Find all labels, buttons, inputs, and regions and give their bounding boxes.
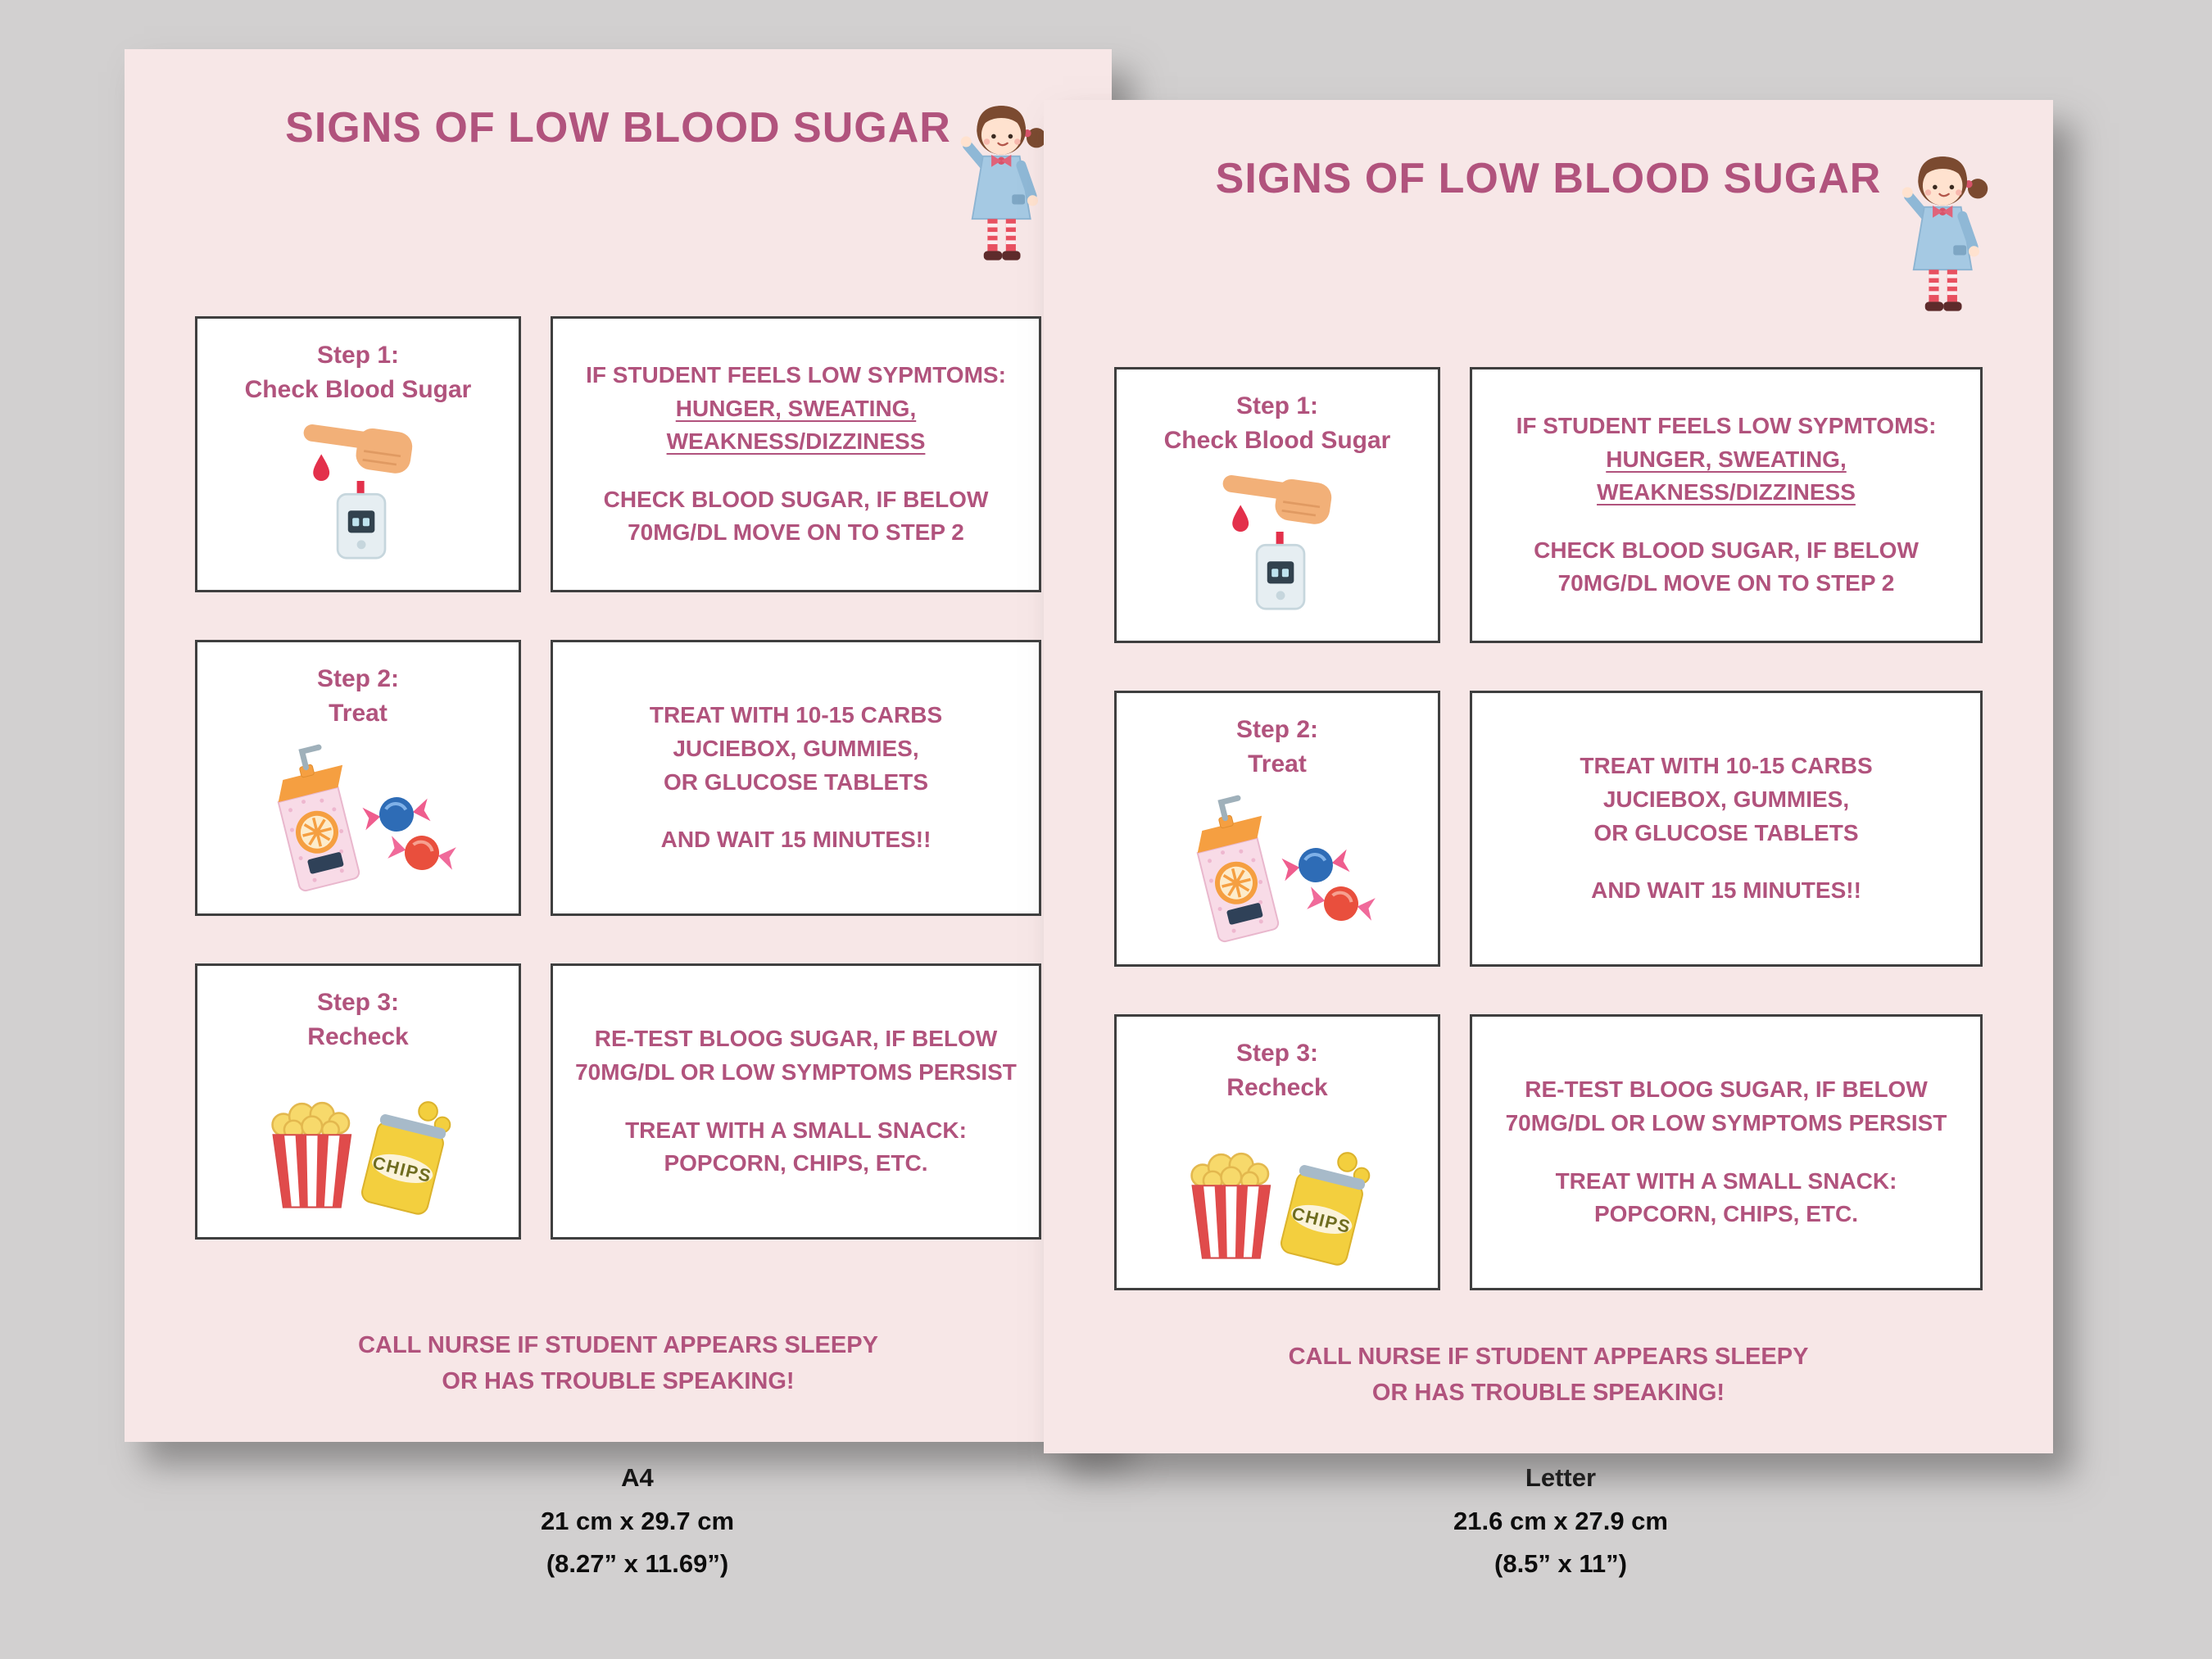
poster-title: SIGNS OF LOW BLOOD SUGAR	[1215, 155, 1882, 202]
girl-icon	[960, 106, 1047, 261]
step-2-panel: Step 2: Treat	[195, 640, 521, 916]
step-3-label: Step 3: Recheck	[1226, 1040, 1328, 1101]
step-1-lead-text: IF STUDENT FEELS LOW SYPMTOMS:	[586, 362, 1006, 388]
step-1-instructions-box: IF STUDENT FEELS LOW SYPMTOMS: HUNGER, SW…	[551, 316, 1041, 592]
popcorn-chips-icon: CHIPS	[197, 1054, 519, 1237]
step-1-label: Step 1: Check Blood Sugar	[244, 342, 472, 403]
step-1-instructions-box: IF STUDENT FEELS LOW SYPMTOMS: HUNGER, SW…	[1470, 367, 1983, 643]
juicebox-candy-icon	[197, 731, 519, 913]
girl-icon	[1902, 156, 1988, 311]
step-2-row: Step 2: Treat	[1114, 691, 1983, 967]
step-3-panel: Step 3: Recheck	[195, 963, 521, 1240]
call-nurse-footer: CALL NURSE IF STUDENT APPEARS SLEEPY OR …	[1288, 1344, 1809, 1406]
step-1-row: Step 1: Check Blood Sugar	[1114, 367, 1983, 643]
step-2-treat-text: TREAT WITH 10-15 CARBS JUCIEBOX, GUMMIES…	[649, 702, 943, 795]
step-1-check-text: CHECK BLOOD SUGAR, IF BELOW 70MG/DL MOVE…	[603, 486, 989, 546]
popcorn-box	[1190, 1152, 1271, 1259]
step-3-panel: Step 3: Recheck	[1114, 1014, 1440, 1290]
letter-size-caption: Letter 21.6 cm x 27.9 cm (8.5” x 11”)	[1453, 1463, 1668, 1579]
step-2-treat-text: TREAT WITH 10-15 CARBS JUCIEBOX, GUMMIES…	[1580, 753, 1873, 845]
step-3-retest-text: RE-TEST BLOOG SUGAR, IF BELOW 70MG/DL OR…	[1505, 1077, 1947, 1135]
letter-poster-mockup: SIGNS OF LOW BLOOD SUGAR	[1044, 100, 2053, 1453]
step-1-symptoms-text: IF STUDENT FEELS LOW SYPMTOMS: HUNGER, SW…	[1516, 410, 1937, 510]
step-1-panel: Step 1: Check Blood Sugar	[195, 316, 521, 592]
step-2-row: Step 2: Treat	[195, 640, 1041, 916]
step-2-panel: Step 2: Treat	[1114, 691, 1440, 967]
chips-bag: CHIPS	[1281, 1151, 1371, 1266]
step-3-retest-text: RE-TEST BLOOG SUGAR, IF BELOW 70MG/DL OR…	[575, 1026, 1017, 1085]
step-3-label: Step 3: Recheck	[307, 989, 409, 1050]
step-1-lead-text: IF STUDENT FEELS LOW SYPMTOMS:	[1516, 413, 1937, 439]
juicebox-candy-icon	[1117, 782, 1438, 964]
call-nurse-footer: CALL NURSE IF STUDENT APPEARS SLEEPY OR …	[358, 1332, 878, 1394]
wrapped-candies	[362, 796, 456, 870]
a4-poster-mockup: SIGNS OF LOW BLOOD SUGAR	[125, 49, 1112, 1442]
wrapped-candies	[1281, 847, 1376, 921]
juice-box	[277, 744, 360, 891]
step-3-row: Step 3: Recheck	[1114, 1014, 1983, 1290]
chips-bag: CHIPS	[361, 1100, 451, 1215]
popcorn-chips-icon: CHIPS	[1117, 1105, 1438, 1288]
girl-illustration	[946, 93, 1061, 274]
step-1-symptoms-text: IF STUDENT FEELS LOW SYPMTOMS: HUNGER, SW…	[586, 359, 1006, 459]
step-1-row: Step 1: Check Blood Sugar	[195, 316, 1041, 592]
finger-prick-glucose-meter-icon	[1117, 458, 1438, 641]
blood-drop	[1231, 504, 1249, 532]
step-2-label: Step 2: Treat	[316, 665, 400, 727]
step-1-label: Step 1: Check Blood Sugar	[1163, 392, 1391, 454]
step-1-check-text: CHECK BLOOD SUGAR, IF BELOW 70MG/DL MOVE…	[1534, 537, 1919, 596]
step-1-underlined-symptoms: HUNGER, SWEATING, WEAKNESS/DIZZINESS	[1597, 446, 1856, 505]
step-2-wait-text: AND WAIT 15 MINUTES!!	[660, 827, 931, 853]
step-1-panel: Step 1: Check Blood Sugar	[1114, 367, 1440, 643]
step-3-snack-text: TREAT WITH A SMALL SNACK: POPCORN, CHIPS…	[625, 1117, 967, 1176]
step-3-snack-text: TREAT WITH A SMALL SNACK: POPCORN, CHIPS…	[1555, 1167, 1897, 1227]
a4-size-caption: A4 21 cm x 29.7 cm (8.27” x 11.69”)	[540, 1463, 735, 1579]
step-2-wait-text: AND WAIT 15 MINUTES!!	[1591, 877, 1861, 904]
girl-illustration	[1888, 144, 2002, 324]
step-2-instructions-box: TREAT WITH 10-15 CARBS JUCIEBOX, GUMMIES…	[551, 640, 1041, 916]
steps-grid: Step 1: Check Blood Sugar	[195, 316, 1041, 1240]
step-1-underlined-symptoms: HUNGER, SWEATING, WEAKNESS/DIZZINESS	[666, 395, 926, 455]
juice-box	[1196, 795, 1280, 942]
step-3-instructions-box: RE-TEST BLOOG SUGAR, IF BELOW 70MG/DL OR…	[1470, 1014, 1983, 1290]
step-3-row: Step 3: Recheck	[195, 963, 1041, 1240]
step-3-instructions-box: RE-TEST BLOOG SUGAR, IF BELOW 70MG/DL OR…	[551, 963, 1041, 1240]
step-2-instructions-box: TREAT WITH 10-15 CARBS JUCIEBOX, GUMMIES…	[1470, 691, 1983, 967]
steps-grid: Step 1: Check Blood Sugar	[1114, 367, 1983, 1290]
step-2-label: Step 2: Treat	[1235, 716, 1319, 777]
finger-prick-glucose-meter-icon	[197, 407, 519, 590]
blood-drop	[312, 453, 329, 481]
popcorn-box	[271, 1101, 352, 1208]
poster-title: SIGNS OF LOW BLOOD SUGAR	[285, 104, 951, 152]
